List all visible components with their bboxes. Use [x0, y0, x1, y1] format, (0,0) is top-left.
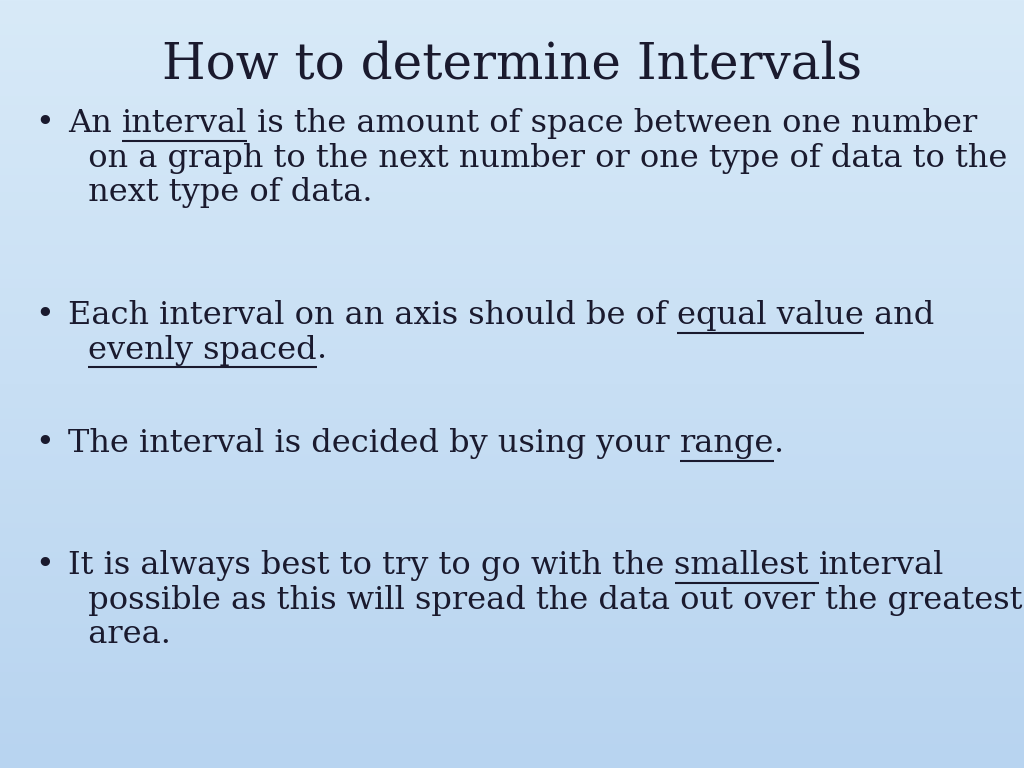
- Text: possible as this will spread the data out over the greatest: possible as this will spread the data ou…: [68, 584, 1023, 615]
- Text: .: .: [774, 428, 784, 459]
- Text: smallest: smallest: [675, 550, 819, 581]
- Text: and: and: [864, 300, 934, 331]
- Text: •: •: [35, 108, 53, 139]
- Text: It is always best to try to go with the: It is always best to try to go with the: [68, 550, 675, 581]
- Text: The interval is decided by using your: The interval is decided by using your: [68, 428, 680, 459]
- Text: next type of data.: next type of data.: [68, 177, 373, 208]
- Text: is the amount of space between one number: is the amount of space between one numbe…: [247, 108, 978, 139]
- Text: •: •: [35, 300, 53, 331]
- Text: equal value: equal value: [677, 300, 864, 331]
- Text: range: range: [680, 428, 774, 459]
- Text: area.: area.: [68, 619, 171, 650]
- Text: on a graph to the next number or one type of data to the: on a graph to the next number or one typ…: [68, 143, 1008, 174]
- Text: •: •: [35, 550, 53, 581]
- Text: interval: interval: [122, 108, 247, 139]
- Text: An: An: [68, 108, 122, 139]
- Text: .: .: [316, 335, 327, 366]
- Text: interval: interval: [819, 550, 944, 581]
- Text: evenly spaced: evenly spaced: [88, 335, 316, 366]
- Text: Each interval on an axis should be of: Each interval on an axis should be of: [68, 300, 677, 331]
- Text: •: •: [35, 428, 53, 459]
- Text: How to determine Intervals: How to determine Intervals: [162, 40, 862, 89]
